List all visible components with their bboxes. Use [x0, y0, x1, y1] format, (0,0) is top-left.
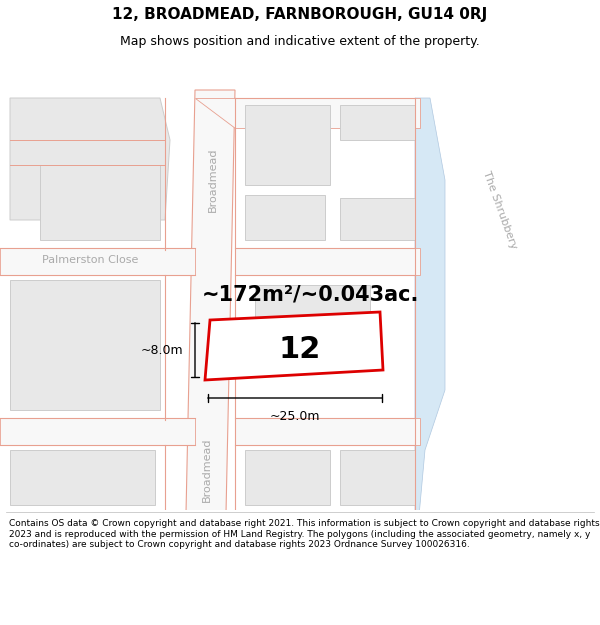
Text: The Shrubbery: The Shrubbery — [481, 169, 519, 251]
Polygon shape — [245, 105, 330, 185]
Text: 12: 12 — [279, 336, 321, 364]
Text: 12, BROADMEAD, FARNBOROUGH, GU14 0RJ: 12, BROADMEAD, FARNBOROUGH, GU14 0RJ — [112, 8, 488, 22]
Polygon shape — [10, 98, 170, 220]
Polygon shape — [10, 280, 160, 410]
Polygon shape — [0, 418, 195, 445]
Polygon shape — [185, 90, 235, 560]
Text: Broadmead: Broadmead — [208, 148, 218, 213]
Polygon shape — [340, 105, 415, 140]
Polygon shape — [245, 195, 325, 240]
Polygon shape — [235, 418, 420, 445]
Text: Map shows position and indicative extent of the property.: Map shows position and indicative extent… — [120, 35, 480, 48]
Text: Broadmead: Broadmead — [202, 438, 212, 503]
Polygon shape — [340, 450, 415, 505]
Text: Palmerston Close: Palmerston Close — [42, 255, 138, 265]
Polygon shape — [0, 248, 195, 275]
Polygon shape — [205, 312, 383, 380]
Polygon shape — [10, 450, 155, 505]
Text: ~8.0m: ~8.0m — [140, 344, 183, 356]
Text: ~172m²/~0.043ac.: ~172m²/~0.043ac. — [202, 285, 419, 305]
Polygon shape — [255, 285, 370, 370]
Text: Contains OS data © Crown copyright and database right 2021. This information is : Contains OS data © Crown copyright and d… — [9, 519, 599, 549]
Polygon shape — [340, 198, 415, 240]
Polygon shape — [40, 165, 160, 240]
Polygon shape — [195, 98, 420, 128]
Polygon shape — [245, 450, 330, 505]
Text: ~25.0m: ~25.0m — [270, 410, 320, 423]
Polygon shape — [235, 248, 420, 275]
Polygon shape — [415, 98, 445, 560]
